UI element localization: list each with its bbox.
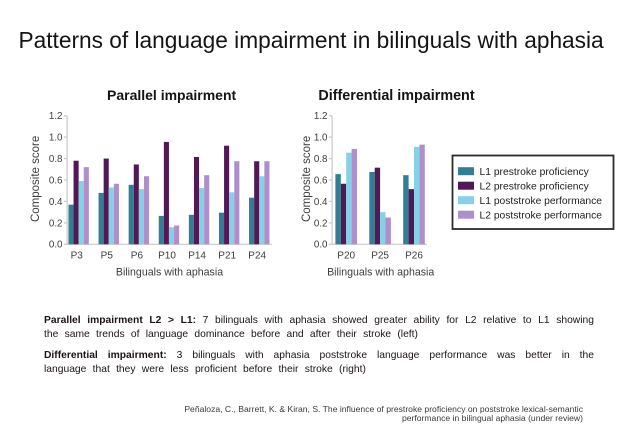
svg-text:0.6: 0.6	[49, 175, 63, 186]
svg-text:0.8: 0.8	[49, 154, 63, 165]
svg-text:1.2: 1.2	[49, 111, 63, 122]
svg-text:1.0: 1.0	[49, 133, 63, 144]
svg-text:P25: P25	[371, 250, 389, 261]
svg-text:0.0: 0.0	[49, 240, 63, 251]
svg-text:P6: P6	[131, 250, 144, 261]
svg-text:0.8: 0.8	[314, 154, 328, 165]
svg-text:L2 prestroke proficiency: L2 prestroke proficiency	[480, 181, 590, 192]
svg-text:0.4: 0.4	[314, 197, 328, 208]
svg-text:P20: P20	[337, 250, 355, 261]
svg-text:0.6: 0.6	[314, 175, 328, 186]
svg-text:L1 prestroke proficiency: L1 prestroke proficiency	[480, 167, 590, 178]
svg-text:L2 poststroke performance: L2 poststroke performance	[480, 210, 603, 221]
svg-text:P24: P24	[248, 250, 266, 261]
svg-text:0.2: 0.2	[314, 218, 328, 229]
svg-text:0.0: 0.0	[314, 240, 328, 251]
svg-text:P5: P5	[101, 250, 114, 261]
svg-text:P14: P14	[188, 250, 206, 261]
svg-text:Composite score: Composite score	[30, 136, 42, 222]
svg-text:P21: P21	[218, 250, 236, 261]
svg-text:0.2: 0.2	[49, 218, 63, 229]
svg-text:Parallel impairment: Parallel impairment	[107, 87, 237, 103]
svg-text:P3: P3	[71, 250, 84, 261]
svg-text:L1 poststroke performance: L1 poststroke performance	[480, 196, 603, 207]
svg-text:Bilinguals with aphasia: Bilinguals with aphasia	[327, 267, 434, 279]
svg-text:P10: P10	[158, 250, 176, 261]
svg-text:0.4: 0.4	[49, 197, 63, 208]
svg-text:P26: P26	[405, 250, 423, 261]
svg-text:Bilinguals with aphasia: Bilinguals with aphasia	[116, 267, 223, 279]
svg-text:1.0: 1.0	[314, 133, 328, 144]
svg-text:Differential impairment: Differential impairment	[318, 88, 474, 104]
svg-text:Composite score: Composite score	[301, 136, 313, 222]
svg-text:1.2: 1.2	[314, 111, 328, 122]
